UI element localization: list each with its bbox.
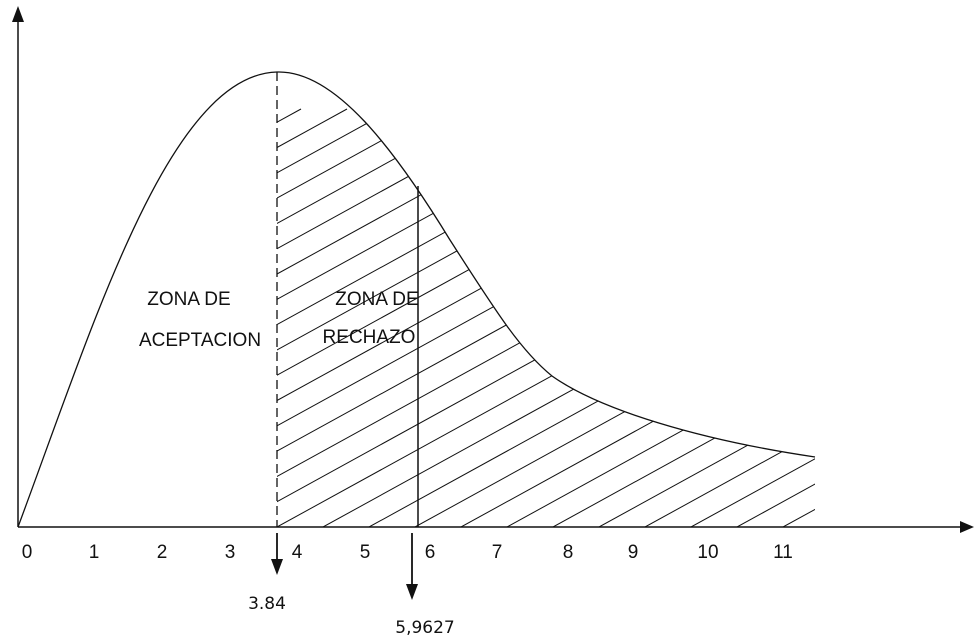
hatch-line — [277, 108, 762, 527]
acceptance-zone-label: ZONA DE ACEPTACION — [139, 289, 261, 351]
x-tick-label: 10 — [697, 542, 718, 563]
hatch-line — [782, 108, 815, 527]
hatch-line — [921, 109, 974, 527]
hatch-line — [644, 108, 815, 527]
test-statistic-arrow — [406, 533, 418, 600]
x-tick-label: 3 — [225, 542, 236, 563]
x-tick-label: 6 — [425, 542, 436, 563]
hatch-line — [277, 108, 440, 527]
x-tick-label: 11 — [773, 542, 793, 563]
hatch-line — [277, 108, 815, 527]
x-tick-label: 7 — [492, 542, 503, 563]
acceptance-zone-label-line1: ZONA DE — [147, 289, 230, 310]
x-tick-label: 5 — [360, 542, 371, 563]
hatch-line — [690, 108, 815, 527]
hatch-line — [414, 108, 815, 527]
hatch-line — [0, 109, 71, 527]
x-tick-label: 9 — [628, 542, 639, 563]
hatch-line — [0, 109, 25, 527]
hatch-line — [0, 109, 209, 527]
test-statistic-label: 5,9627 — [395, 618, 454, 638]
rejection-zone-label-line2: RECHAZO — [323, 327, 416, 348]
hatch-line — [277, 108, 808, 527]
x-tick-label: 0 — [22, 542, 33, 563]
hatch-line — [829, 109, 974, 527]
x-axis-arrowhead — [960, 521, 974, 533]
hatch-line — [736, 108, 815, 527]
hatch-line — [277, 108, 532, 527]
hatch-line — [0, 109, 255, 527]
hatch-line — [277, 108, 815, 527]
hatch-line — [967, 109, 974, 527]
hatch-line — [277, 108, 486, 527]
hatch-line — [322, 108, 815, 527]
hatch-line — [552, 108, 815, 527]
x-tick-label: 4 — [292, 542, 303, 563]
x-tick-label: 8 — [563, 542, 574, 563]
hatch-line — [277, 108, 815, 527]
x-tick-label: 2 — [157, 542, 168, 563]
hatch-line — [875, 109, 974, 527]
x-tick-labels: 0 1 2 3 4 5 6 7 8 9 10 11 — [22, 542, 793, 563]
rejection-zone-label: ZONA DE RECHAZO — [323, 289, 419, 348]
y-axis-arrowhead — [12, 6, 24, 22]
x-tick-label: 1 — [89, 542, 100, 563]
critical-value-label: 3.84 — [248, 594, 286, 614]
distribution-curve — [17, 71, 816, 528]
rejection-zone-hatching — [0, 108, 974, 527]
hatch-line — [277, 108, 302, 527]
hatch-line — [0, 109, 163, 527]
rejection-zone-label-line1: ZONA DE — [335, 289, 418, 310]
hatch-line — [368, 108, 815, 527]
hatch-line — [277, 108, 348, 527]
hatch-line — [277, 108, 716, 527]
hatch-line — [598, 108, 815, 527]
hatch-line — [460, 108, 815, 527]
acceptance-zone-label-line2: ACEPTACION — [139, 330, 261, 351]
critical-value-arrow — [271, 533, 283, 575]
hatch-line — [506, 108, 815, 527]
hatch-line — [277, 108, 815, 527]
